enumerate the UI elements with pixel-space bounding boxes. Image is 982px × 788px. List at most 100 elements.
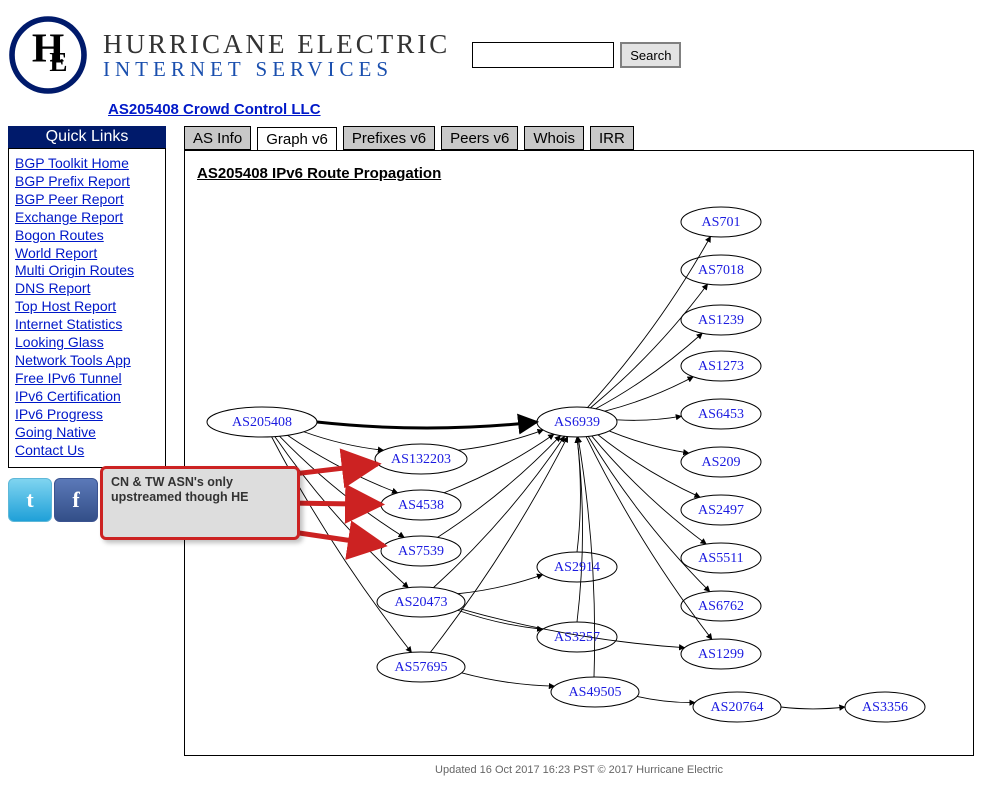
edge: [586, 437, 712, 640]
svg-text:AS6762: AS6762: [698, 599, 744, 614]
brand-text: HURRICANE ELECTRIC INTERNET SERVICES: [103, 30, 450, 80]
annotation-box: CN & TW ASN's only upstreamed though HE: [100, 466, 300, 540]
sidebar-link[interactable]: Looking Glass: [15, 334, 161, 352]
edge: [577, 437, 583, 622]
node-AS1299[interactable]: AS1299: [681, 639, 761, 669]
svg-text:AS205408: AS205408: [232, 415, 292, 430]
as-title-link[interactable]: AS205408 Crowd Control LLC: [108, 101, 982, 118]
sidebar-link[interactable]: BGP Peer Report: [15, 191, 161, 209]
svg-text:AS6939: AS6939: [554, 415, 600, 430]
svg-text:AS2914: AS2914: [554, 560, 600, 575]
sidebar-link[interactable]: BGP Toolkit Home: [15, 155, 161, 173]
node-AS132203[interactable]: AS132203: [375, 444, 467, 474]
svg-text:AS7539: AS7539: [398, 544, 444, 559]
graph-title: AS205408 IPv6 Route Propagation: [197, 165, 961, 182]
sidebar-link[interactable]: Multi Origin Routes: [15, 262, 161, 280]
sidebar-link[interactable]: Bogon Routes: [15, 227, 161, 245]
edge: [438, 436, 561, 538]
edge: [458, 575, 543, 594]
edge: [317, 422, 537, 428]
sidebar-link[interactable]: Exchange Report: [15, 209, 161, 227]
node-AS57695[interactable]: AS57695: [377, 652, 465, 682]
sidebar-link[interactable]: Internet Statistics: [15, 316, 161, 334]
svg-text:AS701: AS701: [702, 215, 741, 230]
footer-text: Updated 16 Oct 2017 16:23 PST © 2017 Hur…: [184, 764, 974, 776]
node-AS701[interactable]: AS701: [681, 207, 761, 237]
node-AS6939[interactable]: AS6939: [537, 407, 617, 437]
facebook-icon[interactable]: f: [54, 478, 98, 522]
svg-text:AS1299: AS1299: [698, 647, 744, 662]
svg-text:AS1239: AS1239: [698, 313, 744, 328]
search-button[interactable]: Search: [620, 42, 681, 68]
edge: [430, 437, 567, 653]
sidebar-link[interactable]: Contact Us: [15, 442, 161, 460]
svg-text:AS209: AS209: [702, 455, 741, 470]
node-AS2914[interactable]: AS2914: [537, 552, 617, 582]
route-graph: AS205408 AS6939 AS132203 AS4538 AS7539 AS2047…: [197, 182, 957, 742]
svg-text:AS3356: AS3356: [862, 700, 908, 715]
sidebar-link[interactable]: Going Native: [15, 424, 161, 442]
sidebar-link[interactable]: DNS Report: [15, 280, 161, 298]
annotation: CN & TW ASN's only upstreamed though HE: [100, 466, 300, 540]
svg-text:AS5511: AS5511: [698, 551, 743, 566]
node-AS2497[interactable]: AS2497: [681, 495, 761, 525]
content-panel: AS205408 IPv6 Route Propagation AS205408…: [184, 150, 974, 756]
edge: [433, 436, 564, 587]
he-logo: H E: [8, 15, 88, 95]
node-AS20764[interactable]: AS20764: [693, 692, 781, 722]
svg-text:AS20473: AS20473: [395, 595, 448, 610]
tab-irr[interactable]: IRR: [590, 126, 634, 150]
tab-as-info[interactable]: AS Info: [184, 126, 251, 150]
node-AS4538[interactable]: AS4538: [381, 490, 461, 520]
node-AS5511[interactable]: AS5511: [681, 543, 761, 573]
main: AS InfoGraph v6Prefixes v6Peers v6WhoisI…: [184, 126, 974, 788]
sidebar-link[interactable]: Network Tools App: [15, 352, 161, 370]
node-AS6762[interactable]: AS6762: [681, 591, 761, 621]
search-form: Search: [472, 42, 681, 68]
edge: [587, 236, 710, 407]
tab-graph-v6[interactable]: Graph v6: [257, 127, 337, 151]
header: H E HURRICANE ELECTRIC INTERNET SERVICES…: [0, 0, 982, 99]
sidebar-link[interactable]: BGP Prefix Report: [15, 173, 161, 191]
edge: [592, 436, 706, 544]
tab-whois[interactable]: Whois: [524, 126, 584, 150]
svg-text:AS4538: AS4538: [398, 498, 444, 513]
node-AS3356[interactable]: AS3356: [845, 692, 925, 722]
edge: [617, 416, 682, 420]
svg-text:AS49505: AS49505: [569, 685, 622, 700]
edge: [462, 673, 555, 686]
node-AS3257[interactable]: AS3257: [537, 622, 617, 652]
node-AS209[interactable]: AS209: [681, 447, 761, 477]
svg-text:AS2497: AS2497: [698, 503, 744, 518]
sidebar-link[interactable]: World Report: [15, 245, 161, 263]
twitter-icon[interactable]: t: [8, 478, 52, 522]
search-input[interactable]: [472, 42, 614, 68]
edge: [605, 377, 693, 411]
node-AS205408[interactable]: AS205408: [207, 407, 317, 437]
tab-peers-v6[interactable]: Peers v6: [441, 126, 518, 150]
sidebar-link[interactable]: Top Host Report: [15, 298, 161, 316]
edge: [287, 435, 397, 493]
svg-text:AS132203: AS132203: [391, 452, 451, 467]
tab-prefixes-v6[interactable]: Prefixes v6: [343, 126, 435, 150]
edge: [458, 430, 543, 450]
sidebar-link[interactable]: IPv6 Certification: [15, 388, 161, 406]
sidebar-link[interactable]: IPv6 Progress: [15, 406, 161, 424]
edge: [609, 431, 689, 453]
node-AS1239[interactable]: AS1239: [681, 305, 761, 335]
node-AS20473[interactable]: AS20473: [377, 587, 465, 617]
node-AS6453[interactable]: AS6453: [681, 399, 761, 429]
edge: [781, 707, 845, 709]
svg-text:AS3257: AS3257: [554, 630, 600, 645]
node-AS7018[interactable]: AS7018: [681, 255, 761, 285]
node-AS1273[interactable]: AS1273: [681, 351, 761, 381]
brand-bottom: INTERNET SERVICES: [103, 58, 450, 80]
sidebar-link[interactable]: Free IPv6 Tunnel: [15, 370, 161, 388]
tabs: AS InfoGraph v6Prefixes v6Peers v6WhoisI…: [184, 126, 974, 150]
svg-text:E: E: [49, 47, 67, 77]
node-AS7539[interactable]: AS7539: [381, 536, 461, 566]
node-AS49505[interactable]: AS49505: [551, 677, 639, 707]
sidebar: Quick Links BGP Toolkit HomeBGP Prefix R…: [8, 126, 166, 522]
svg-text:AS1273: AS1273: [698, 359, 744, 374]
quick-links-heading: Quick Links: [8, 126, 166, 148]
